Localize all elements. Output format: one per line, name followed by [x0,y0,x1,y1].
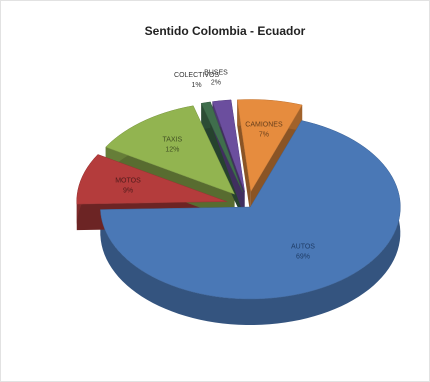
slice-label: MOTOS [115,178,141,185]
slice [105,105,236,195]
slice-label: COLECTIVOS [174,72,219,79]
slice [212,99,245,192]
slice [200,101,243,192]
slice-label: BUSES [204,70,228,77]
slice-value-label: 69% [296,254,310,261]
slice [100,120,401,300]
slice-wall [237,99,251,218]
slice-label: AUTOS [291,244,315,251]
slice [76,154,227,205]
slice-value-label: 1% [192,82,202,89]
chart-title: Sentido Colombia - Ecuador [145,24,306,38]
slice-value-label: 7% [259,131,269,138]
slice-label: CAMIONES [245,121,283,128]
slice-value-label: 9% [123,188,133,195]
slice [236,99,303,193]
slice-label: TAXIS [162,136,182,143]
slice-value-label: 2% [211,80,221,87]
slice-value-label: 12% [165,146,179,153]
